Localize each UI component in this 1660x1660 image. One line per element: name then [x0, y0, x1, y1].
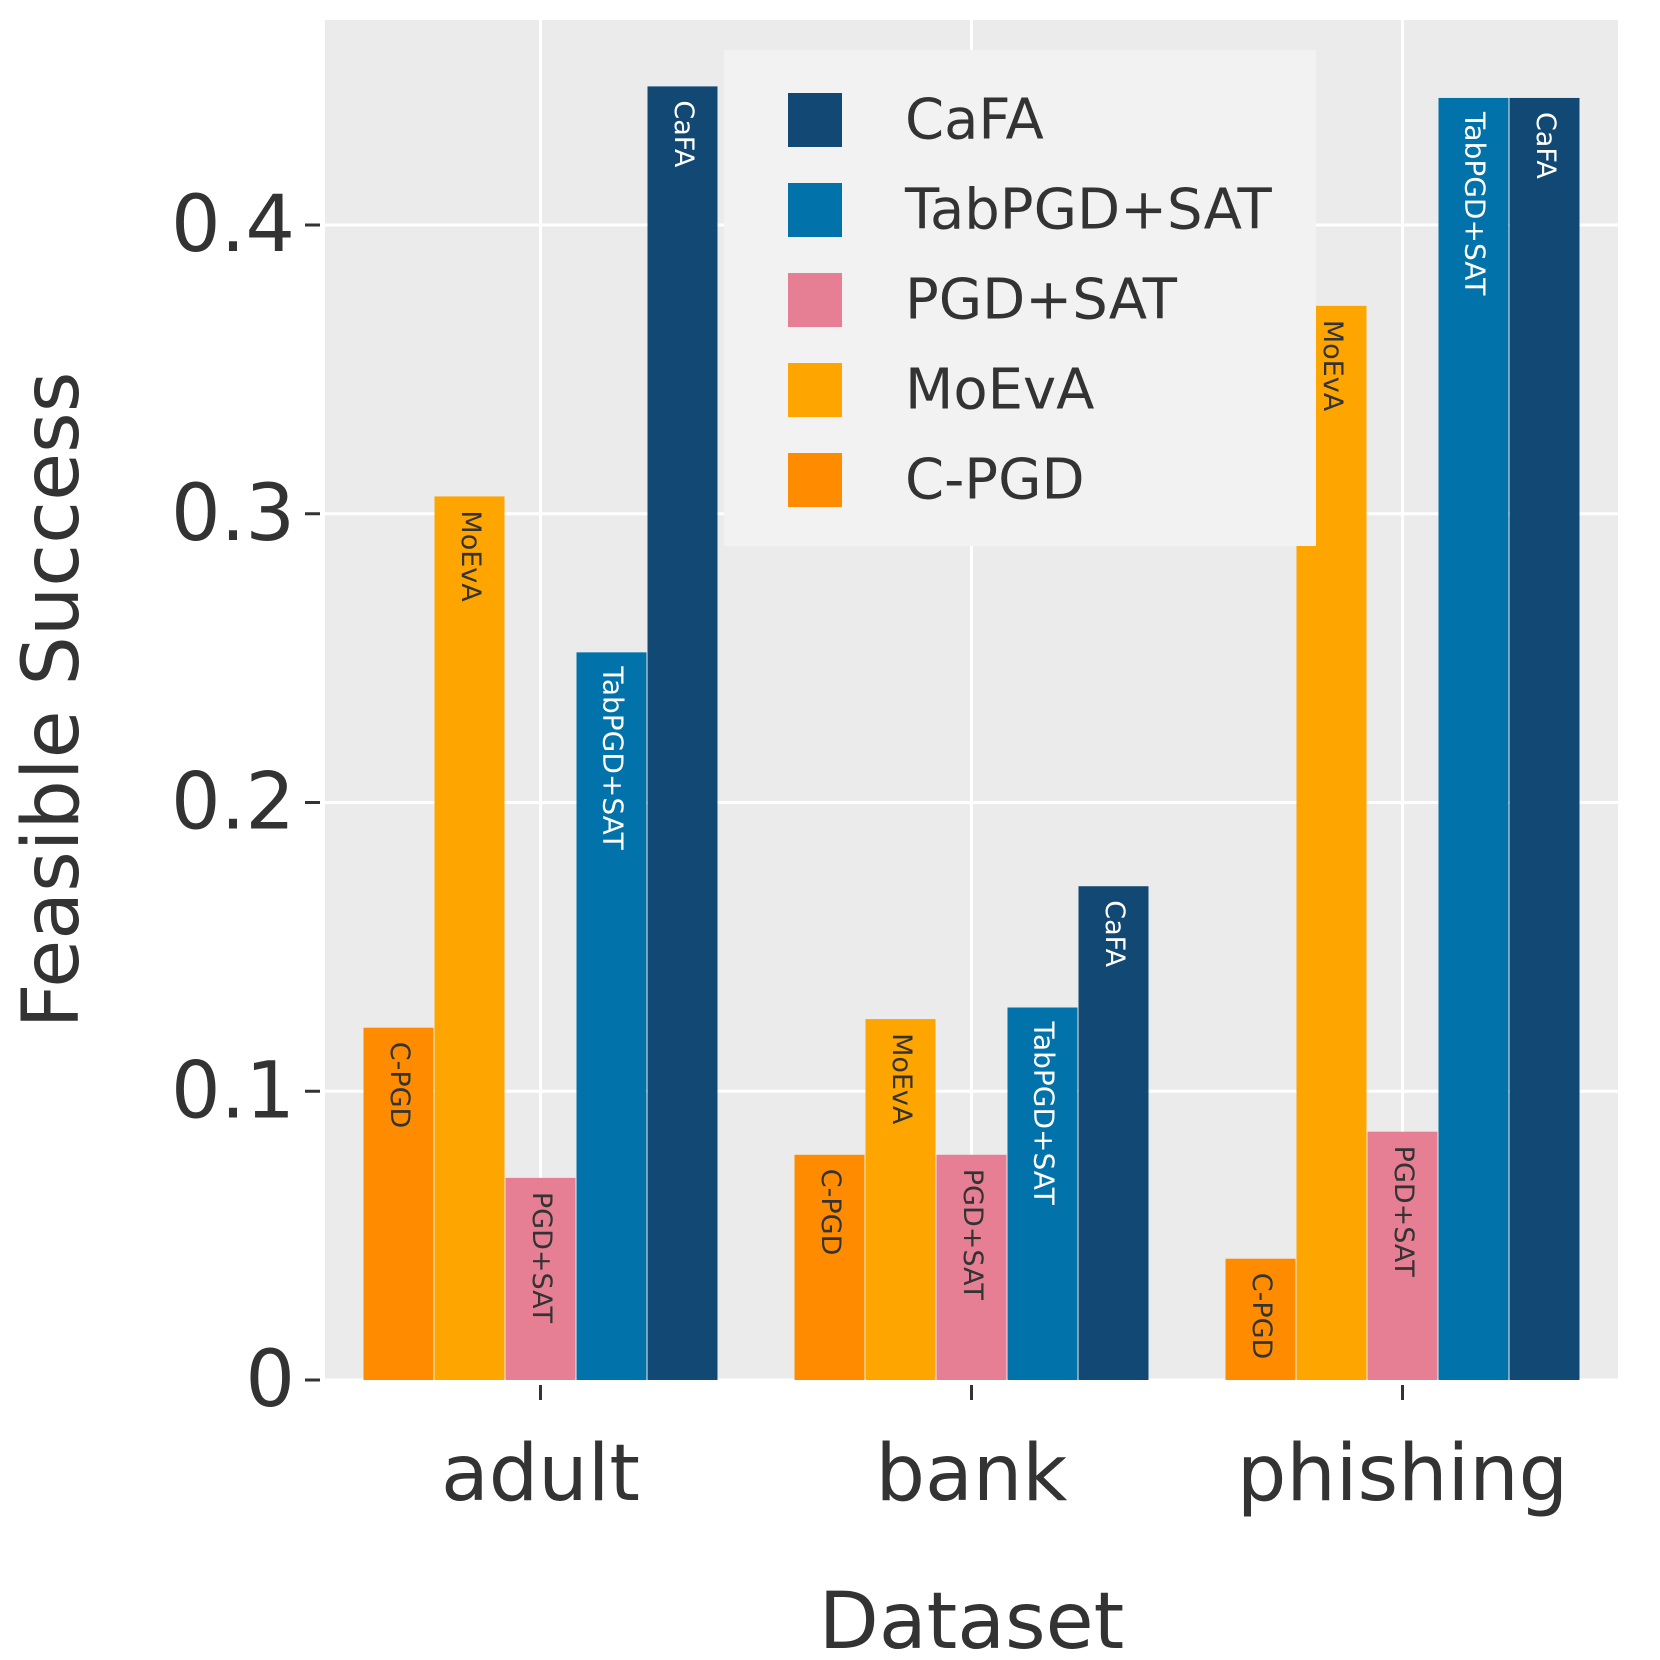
bar-label: CaFA: [1530, 112, 1561, 179]
legend-swatch: [788, 93, 842, 147]
legend-swatch: [788, 183, 842, 237]
legend-item: TabPGD+SAT: [788, 178, 1273, 243]
bar-c-pgd-phishing: [1225, 1258, 1296, 1380]
bar-label: TabPGD+SAT: [597, 665, 630, 850]
bar-group: MoEvA: [434, 496, 505, 1380]
bar-pgd-sat-phishing: [1367, 1131, 1438, 1380]
bar-group: PGD+SAT: [1367, 1131, 1438, 1380]
y-tick-label: 0.2: [171, 758, 295, 848]
bar-group: MoEvA: [865, 1019, 936, 1380]
bar-group: C-PGD: [363, 1027, 434, 1380]
legend-swatch: [788, 453, 842, 507]
bar-label: C-PGD: [1246, 1273, 1277, 1360]
bar-label: CaFA: [1099, 900, 1130, 967]
bar-group: TabPGD+SAT: [1438, 97, 1509, 1381]
bar-label: CaFA: [668, 100, 699, 167]
x-axis-title: Dataset: [819, 1577, 1124, 1660]
x-tick-label-phishing: phishing: [1237, 1429, 1568, 1519]
bar-moeva-bank: [865, 1019, 936, 1380]
legend-label: MoEvA: [905, 358, 1094, 423]
bar-label: MoEvA: [455, 510, 486, 602]
y-tick-label: 0.3: [171, 469, 295, 559]
bar-tabpgd-sat-adult: [576, 652, 647, 1380]
legend-item: C-PGD: [788, 448, 1085, 513]
x-tick-label-bank: bank: [876, 1429, 1068, 1519]
legend-swatch: [788, 273, 842, 327]
bar-cafa-adult: [647, 86, 718, 1380]
y-axis-title: Feasible Success: [7, 372, 97, 1029]
bar-group: TabPGD+SAT: [1007, 1007, 1078, 1380]
bar-c-pgd-bank: [794, 1154, 865, 1380]
bar-label: TabPGD+SAT: [1459, 111, 1492, 296]
bar-c-pgd-adult: [363, 1027, 434, 1380]
bar-moeva-adult: [434, 496, 505, 1380]
y-tick-label: 0: [245, 1335, 295, 1425]
bar-pgd-sat-adult: [505, 1177, 576, 1380]
bar-pgd-sat-bank: [936, 1154, 1007, 1380]
bar-group: PGD+SAT: [505, 1177, 576, 1380]
legend-swatch: [788, 363, 842, 417]
bar-group: CaFA: [647, 86, 718, 1380]
legend-label: PGD+SAT: [905, 268, 1178, 333]
legend-label: CaFA: [905, 88, 1044, 153]
bar-label: TabPGD+SAT: [1028, 1021, 1061, 1206]
y-axis: 0 0.1 0.2 0.3 0.4: [171, 180, 320, 1425]
legend-item: MoEvA: [788, 358, 1094, 423]
bar-label: MoEvA: [886, 1033, 917, 1125]
bar-group: C-PGD: [794, 1154, 865, 1380]
bar-group: CaFA: [1509, 97, 1580, 1381]
bar-label: PGD+SAT: [526, 1192, 557, 1324]
bar-group: C-PGD: [1225, 1258, 1296, 1380]
bar-label: C-PGD: [384, 1042, 415, 1129]
bar-label: C-PGD: [815, 1169, 846, 1256]
bar-tabpgd-sat-phishing: [1438, 97, 1509, 1381]
bar-label: MoEvA: [1317, 320, 1348, 412]
bar-cafa-bank: [1078, 886, 1149, 1380]
bars: C-PGD C-PGD C-PGD MoEvA MoEvA MoEvA PGD+SAT PGD…: [363, 86, 1580, 1381]
bar-label: PGD+SAT: [957, 1169, 988, 1301]
bar-label: PGD+SAT: [1388, 1146, 1419, 1278]
bar-tabpgd-sat-bank: [1007, 1007, 1078, 1380]
legend-item: CaFA: [788, 88, 1044, 153]
legend-label: TabPGD+SAT: [904, 178, 1273, 243]
legend-item: PGD+SAT: [788, 268, 1178, 333]
bar-group: CaFA: [1078, 886, 1149, 1380]
bar-cafa-phishing: [1509, 97, 1580, 1381]
y-tick-label: 0.1: [171, 1046, 295, 1136]
bar-group: PGD+SAT: [936, 1154, 1007, 1380]
legend-label: C-PGD: [905, 448, 1085, 513]
bar-group: TabPGD+SAT: [576, 652, 647, 1380]
legend: CaFA TabPGD+SAT PGD+SAT MoEvA C-PGD: [724, 50, 1316, 546]
y-tick-label: 0.4: [171, 180, 295, 270]
x-axis: adult bank phishing: [441, 1385, 1568, 1519]
x-tick-label-adult: adult: [441, 1429, 640, 1519]
